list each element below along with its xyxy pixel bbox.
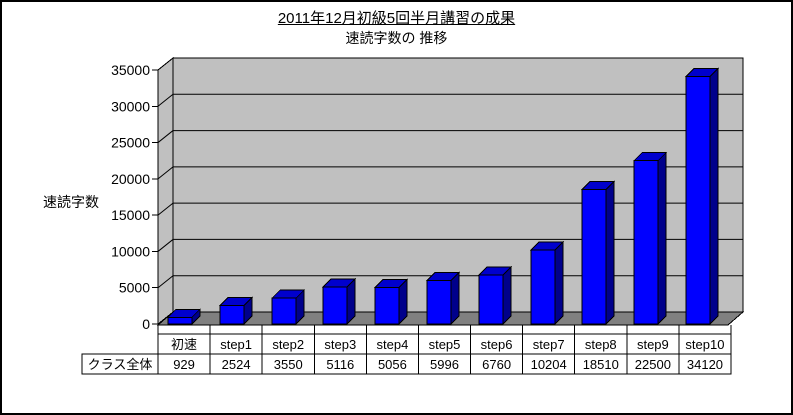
gridline-slant [157,130,174,143]
bar-front [167,316,193,325]
table-value-cell [678,353,732,375]
bar-front [374,286,400,325]
chart-subtitle: 速読字数の 推移 [345,30,448,46]
y-tick-label: 0 [142,316,150,332]
table-value-label: 929 [173,357,195,372]
bar-step10 [684,67,720,326]
y-tick-label: 5000 [119,280,150,296]
gridline-slant [157,93,174,107]
table-value-label: 5996 [430,357,459,372]
bar-step9 [632,151,668,326]
gridline-slant [157,57,174,71]
table-category-label: step8 [585,337,617,352]
table-value-label: 3550 [274,357,303,372]
table-value-label: 5056 [378,357,407,372]
bar-step4 [373,278,409,326]
bar-side [502,265,512,326]
bar-front [685,75,711,325]
table-row-label: クラス全体 [88,357,153,372]
bar-初速 [166,308,202,326]
table-category-label: step6 [481,337,513,352]
bar-front [530,249,556,325]
gridline-slant [157,166,174,180]
table-category-label: step1 [220,337,252,352]
table-value-label: 2524 [222,357,251,372]
gridline-slant [157,275,174,289]
bar-front [219,305,245,325]
bar-step6 [477,265,513,326]
chart-title: 2011年12月初級5回半月講習の成果 [277,10,516,27]
table-category-label: 初速 [171,337,197,352]
bar-side [554,240,564,326]
bar-side [605,180,615,326]
bar-front [426,279,452,325]
bar-front [478,274,504,325]
y-tick-label: 35000 [111,62,150,78]
bar-front [271,297,297,325]
table-value-label: 18510 [583,357,619,372]
table-category-label: step4 [377,337,409,352]
table-category-label: step7 [533,337,565,352]
table-value-label: 6760 [482,357,511,372]
table-category-label: step9 [637,337,669,352]
bar-step7 [529,240,565,326]
gridline-slant [157,239,174,252]
y-tick-label: 25000 [111,135,150,151]
bar-side [450,271,460,326]
table-value-label: 5116 [326,357,354,372]
bar-step5 [425,271,461,326]
left-wall [157,56,174,326]
table-category-label: step5 [429,337,461,352]
y-tick-label: 10000 [111,243,150,259]
y-tick-label: 30000 [111,98,150,114]
table-value-label: 10204 [531,357,567,372]
table-value-label: 34120 [687,357,723,372]
bar-side [709,67,719,326]
bar-step2 [270,289,306,326]
bar-front [633,160,659,325]
table-value-label: 22500 [635,357,671,372]
table-category-label: step3 [324,337,356,352]
y-axis-title: 速読字数 [43,194,99,210]
table-category-label: step10 [685,337,724,352]
bar-side [657,151,667,326]
bar-front [322,286,348,325]
table-category-label: step2 [272,337,304,352]
y-tick-label: 15000 [111,207,150,223]
gridline-slant [157,202,174,216]
y-tick-label: 20000 [111,171,150,187]
bar-step3 [321,277,357,326]
bar-front [581,189,607,325]
bar-step8 [580,180,616,326]
bar-step1 [218,296,254,326]
